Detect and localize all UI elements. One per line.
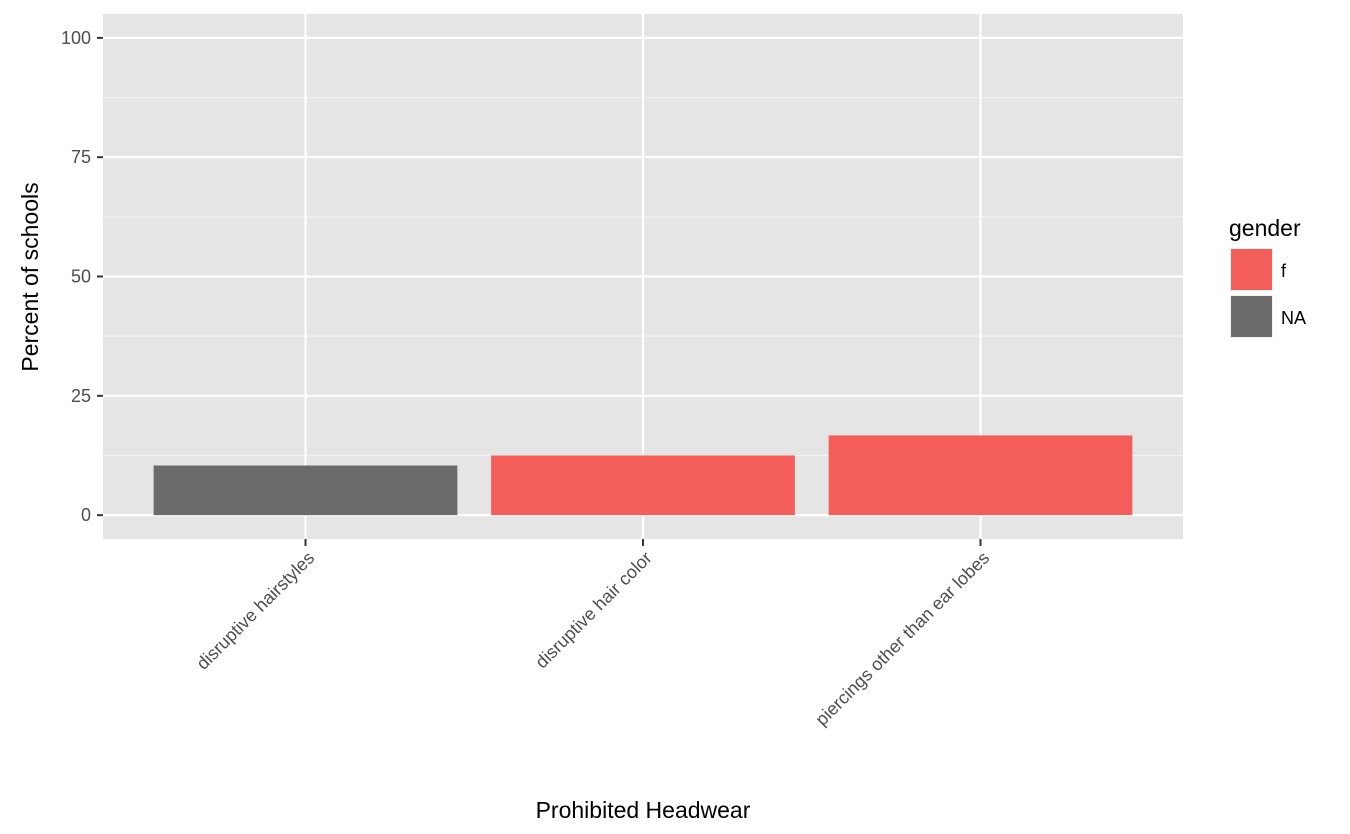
legend-title: gender <box>1229 215 1301 241</box>
y-tick-label: 25 <box>71 386 91 406</box>
major-gridlines <box>103 14 1183 539</box>
y-tick-label: 50 <box>71 267 91 287</box>
y-tick-label: 0 <box>81 505 91 525</box>
legend-key <box>1231 296 1272 337</box>
y-axis: 0 25 50 75 100 <box>61 28 103 525</box>
bars <box>153 435 1133 516</box>
bar <box>828 435 1133 516</box>
legend-key <box>1231 249 1272 290</box>
legend: gender f NA <box>1229 215 1306 338</box>
bar <box>491 455 795 516</box>
bar <box>153 465 458 516</box>
x-axis-title: Prohibited Headwear <box>536 797 751 823</box>
y-tick-label: 75 <box>71 147 91 167</box>
x-tick-label: disruptive hairstyles <box>192 548 318 674</box>
x-axis: disruptive hairstyles disruptive hair col… <box>192 539 993 730</box>
y-axis-title: Percent of schools <box>17 182 43 371</box>
x-tick-label: piercings other than ear lobes <box>811 548 993 730</box>
legend-label: NA <box>1281 308 1306 328</box>
legend-label: f <box>1281 261 1287 281</box>
y-tick-label: 100 <box>61 28 91 48</box>
x-tick-label: disruptive hair color <box>531 548 656 673</box>
